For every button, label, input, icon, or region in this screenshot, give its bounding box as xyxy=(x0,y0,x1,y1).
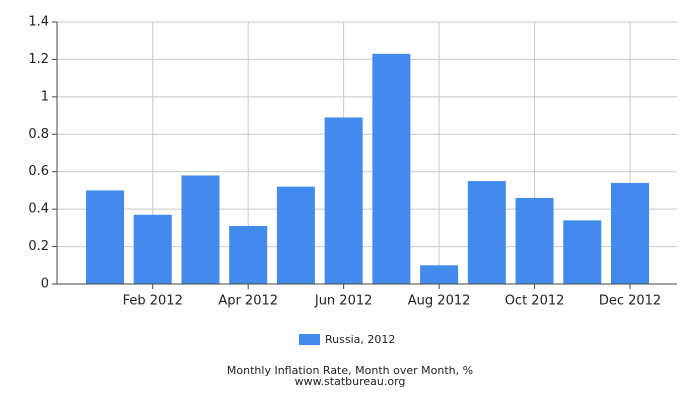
bar xyxy=(133,214,172,284)
bar xyxy=(515,197,554,284)
bar xyxy=(229,225,268,284)
y-tick-label: 1.4 xyxy=(28,15,49,30)
chart-title: Monthly Inflation Rate, Month over Month… xyxy=(227,364,473,377)
legend-swatch xyxy=(299,334,320,345)
bar xyxy=(611,182,649,284)
y-tick-label: 1.2 xyxy=(28,52,49,67)
x-tick-label: Dec 2012 xyxy=(599,294,661,309)
y-tick-label: 0.8 xyxy=(28,127,49,142)
bar xyxy=(276,186,315,284)
x-tick-label: Oct 2012 xyxy=(505,294,565,309)
x-tick-label: Aug 2012 xyxy=(408,294,471,309)
bar xyxy=(181,175,220,284)
x-tick-label: Feb 2012 xyxy=(123,294,183,309)
x-tick-label: Apr 2012 xyxy=(218,294,278,309)
bar xyxy=(372,53,411,284)
legend-label: Russia, 2012 xyxy=(325,333,395,346)
y-tick-label: 0.2 xyxy=(28,239,49,254)
bar xyxy=(420,265,459,284)
chart-subtitle: www.statbureau.org xyxy=(295,375,406,388)
x-tick-label: Jun 2012 xyxy=(314,294,373,309)
bar xyxy=(324,117,363,284)
bar xyxy=(467,181,506,284)
y-tick-label: 0.6 xyxy=(28,164,49,179)
y-tick-label: 1 xyxy=(41,89,49,104)
bar xyxy=(86,190,124,284)
y-tick-label: 0 xyxy=(41,277,49,292)
bar xyxy=(563,220,602,284)
y-tick-label: 0.4 xyxy=(28,202,49,217)
